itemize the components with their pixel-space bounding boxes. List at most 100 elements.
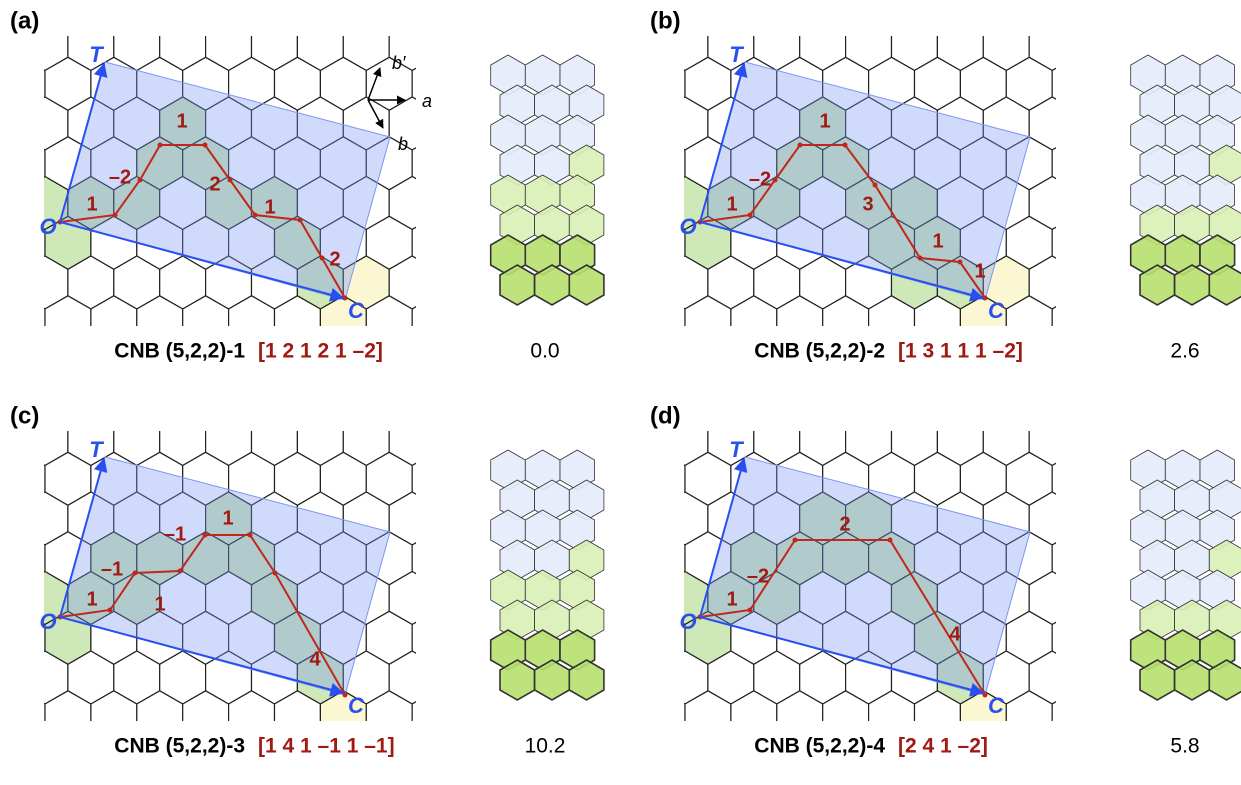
label-t: T: [729, 437, 744, 462]
hexagon: [412, 532, 458, 585]
hexagon: [1075, 256, 1121, 309]
vector-label: b′: [392, 53, 406, 73]
label-c: C: [988, 298, 1005, 323]
nanotube: [491, 55, 604, 305]
hexagon: [1075, 97, 1121, 150]
hexagon: [458, 296, 504, 349]
path-number: 2: [209, 173, 220, 195]
hexagon: [616, 492, 662, 545]
path-number: 1: [974, 260, 985, 282]
hexagon: [1098, 296, 1144, 349]
path-node: [843, 143, 848, 148]
hexagon: [0, 177, 22, 230]
hexagon: [0, 57, 45, 110]
label-t: T: [729, 42, 744, 67]
path-node: [873, 183, 878, 188]
hexagon: [639, 532, 685, 585]
label-o: O: [679, 214, 696, 239]
path-node: [228, 178, 233, 183]
hexagon: [0, 572, 22, 625]
sequence: [1 4 1 –1 1 –1]: [258, 735, 395, 758]
path-number: 3: [862, 193, 873, 215]
path-number: 1: [932, 230, 943, 252]
hexagon: [1052, 691, 1098, 744]
path-node: [983, 296, 988, 301]
hexagon: [435, 177, 481, 230]
panel-label: (d): [650, 402, 681, 429]
hexagon: [0, 452, 45, 505]
hexagon: [639, 452, 685, 505]
hexagon: [0, 296, 45, 349]
path-node: [983, 693, 988, 698]
hexagon: [412, 691, 458, 744]
path-number: 1: [264, 196, 275, 218]
hexagon: [616, 651, 662, 704]
energy: 5.8: [1170, 735, 1199, 758]
vector-label: a: [422, 91, 432, 111]
hexagon: [435, 492, 481, 545]
caption: CNB (5,2,2)-2: [754, 340, 885, 363]
label-t: T: [89, 42, 104, 67]
hexagon: [1052, 532, 1098, 585]
path-node: [108, 608, 113, 613]
hexagon: [412, 216, 458, 269]
hexagon: [412, 452, 458, 505]
hexagon: [639, 691, 685, 744]
panel-label: (a): [10, 7, 39, 34]
hexagon: [1075, 492, 1121, 545]
path-number: –1: [164, 523, 186, 545]
hexagon: [0, 532, 45, 585]
path-number: –2: [749, 168, 771, 190]
hexagon: [639, 137, 685, 190]
energy: 10.2: [525, 735, 566, 758]
path-number: 1: [86, 588, 97, 610]
hexagon: [0, 691, 45, 744]
hexagon: [0, 611, 45, 664]
energy: 0.0: [530, 340, 559, 363]
path-node: [320, 256, 325, 261]
hexagon: [435, 18, 481, 71]
hexagon: [1052, 57, 1098, 110]
path-number: 1: [726, 588, 737, 610]
panel-label: (b): [650, 7, 681, 34]
hexagon: [639, 216, 685, 269]
sequence: [1 3 1 1 1 –2]: [898, 340, 1023, 363]
sequence: [1 2 1 2 1 –2]: [258, 340, 383, 363]
path-node: [343, 693, 348, 698]
caption: CNB (5,2,2)-1: [114, 340, 245, 363]
path-node: [958, 260, 963, 265]
figure: TOC1–21212(a)CNB (5,2,2)-1[1 2 1 2 1 –2]…: [0, 0, 1241, 780]
path-node: [248, 533, 253, 538]
path-number: 2: [839, 513, 850, 535]
hexagon: [1052, 137, 1098, 190]
label-o: O: [679, 609, 696, 634]
path-number: –2: [747, 565, 769, 587]
hexagon: [435, 413, 481, 466]
hexagon: [1098, 691, 1144, 744]
hexagon: [1075, 572, 1121, 625]
hexagon: [1075, 18, 1121, 71]
path-node: [748, 608, 753, 613]
hexagon: [1052, 216, 1098, 269]
hexagon: [0, 492, 22, 545]
hexagon: [435, 651, 481, 704]
hexagon: [616, 572, 662, 625]
hexagon: [1052, 296, 1098, 349]
hexagon: [1075, 177, 1121, 230]
hexagon: [412, 611, 458, 664]
path-node: [798, 143, 803, 148]
path-number: 2: [329, 248, 340, 270]
label-c: C: [348, 298, 365, 323]
hexagon: [1052, 611, 1098, 664]
hexagon: [412, 57, 458, 110]
path-node: [298, 218, 303, 223]
label-t: T: [89, 437, 104, 462]
hexagon: [435, 256, 481, 309]
vector-label: b: [398, 134, 408, 154]
label-o: O: [39, 214, 56, 239]
hexagon: [639, 57, 685, 110]
path-node: [748, 213, 753, 218]
path-number: 1: [819, 110, 830, 132]
path-node: [888, 538, 893, 543]
path-number: 1: [86, 193, 97, 215]
